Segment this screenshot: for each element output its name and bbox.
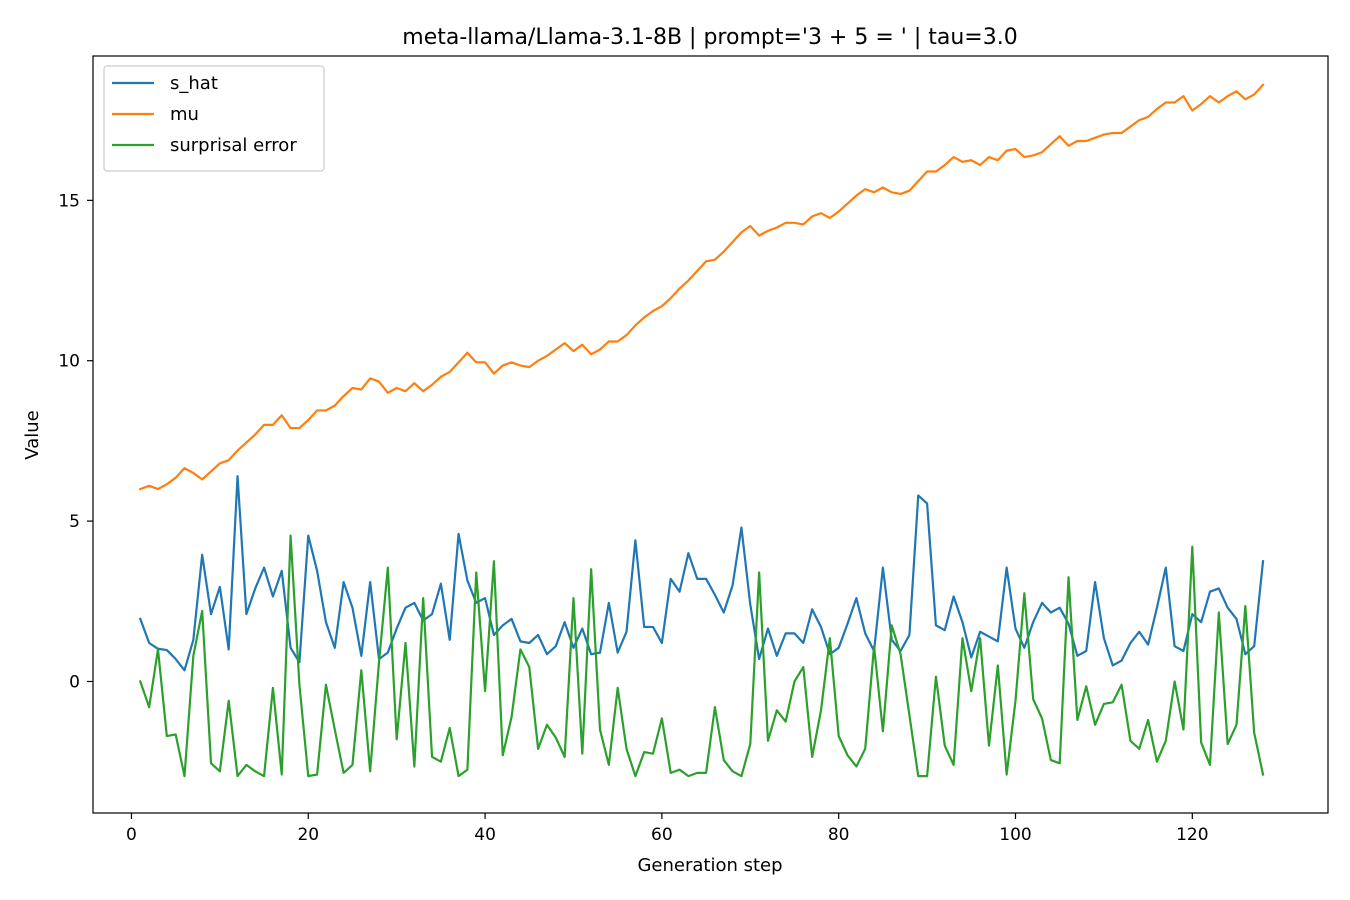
y-tick-label: 0: [69, 672, 80, 692]
x-tick-label: 0: [126, 825, 137, 845]
y-tick-label: 5: [69, 512, 80, 532]
legend-label: surprisal error: [170, 135, 297, 156]
x-tick-label: 120: [1176, 825, 1208, 845]
y-tick-label: 10: [58, 352, 80, 372]
x-tick-label: 20: [297, 825, 319, 845]
series-line-surprisal-error: [138, 534, 1265, 778]
y-tick-label: 15: [58, 191, 80, 211]
series-line-s-hat: [138, 475, 1265, 672]
x-axis-label: Generation step: [637, 855, 782, 876]
legend-label: s_hat: [170, 73, 218, 94]
x-tick-label: 80: [828, 825, 850, 845]
chart-title: meta-llama/Llama-3.1-8B | prompt='3 + 5 …: [402, 25, 1017, 50]
legend-label: mu: [170, 104, 199, 125]
legend-box: [103, 65, 325, 172]
x-tick-label: 100: [999, 825, 1031, 845]
x-tick-label: 40: [474, 825, 496, 845]
y-axis-label: Value: [22, 410, 43, 459]
plot-frame: [92, 55, 1329, 814]
plot-area: 0 20 40 60 80 100 120 0 5 10 15: [58, 55, 1329, 845]
x-tick-label: 60: [651, 825, 673, 845]
series-line-mu: [138, 83, 1265, 491]
